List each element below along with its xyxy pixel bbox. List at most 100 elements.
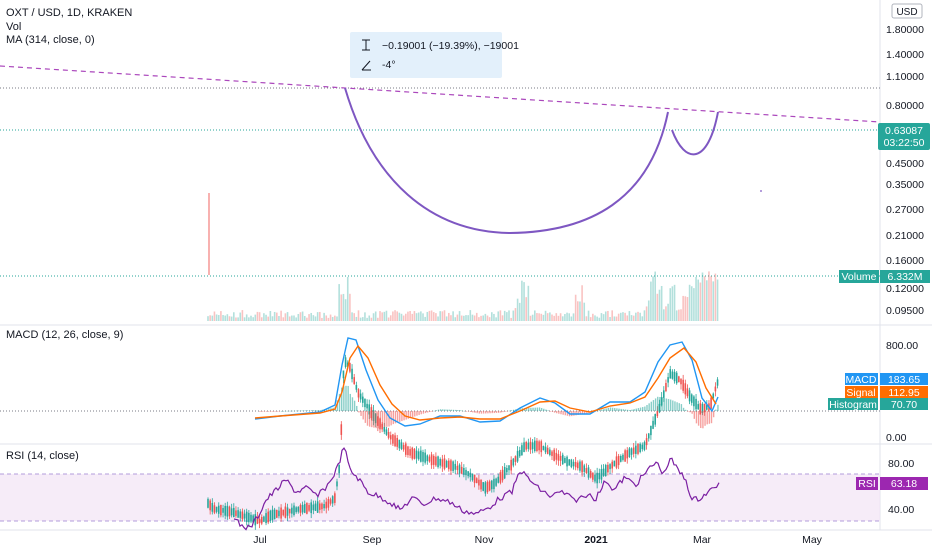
volume-bar: [624, 312, 626, 321]
histogram-bar: [407, 411, 410, 419]
rsi-legend[interactable]: RSI (14, close): [6, 450, 79, 462]
macd-legend[interactable]: MACD (12, 26, close, 9): [6, 329, 123, 341]
candle: [306, 502, 308, 515]
vol-legend[interactable]: Vol: [6, 21, 21, 33]
volume-bar: [716, 279, 719, 321]
histogram-bar: [702, 411, 704, 429]
candle: [269, 509, 272, 523]
histogram-bar: [274, 411, 276, 412]
histogram-bar: [431, 411, 433, 412]
histogram-bar: [616, 408, 618, 411]
trend-line[interactable]: [0, 65, 881, 123]
candle: [516, 446, 519, 463]
candle: [665, 379, 667, 393]
histogram-bar: [345, 385, 347, 411]
histogram-bar: [444, 409, 446, 411]
price-tick: 0.21000: [886, 230, 924, 242]
histogram-bar: [310, 410, 313, 411]
rsi-value-tag: RSI 63.18: [856, 477, 928, 490]
volume-bar: [424, 316, 426, 321]
histogram-bar: [618, 408, 620, 411]
candle: [521, 442, 523, 456]
volume-bar: [215, 314, 218, 321]
candle: [230, 503, 233, 518]
candle: [650, 425, 652, 440]
candle: [647, 432, 650, 442]
volume-bar: [637, 311, 639, 321]
volume-bar: [235, 317, 237, 321]
candle: [344, 354, 347, 369]
histogram-bar: [476, 411, 478, 414]
macd-line: [254, 337, 719, 427]
rsi-tag-label: RSI: [858, 478, 876, 490]
volume-bar: [549, 312, 551, 321]
volume-bar: [428, 310, 431, 321]
histogram-bar: [564, 411, 566, 416]
currency-badge[interactable]: USD: [891, 3, 923, 19]
volume-bar: [316, 312, 319, 321]
histogram-bar: [328, 408, 330, 411]
volume-bar: [620, 312, 622, 321]
volume-bar: [400, 313, 403, 321]
histogram-bar: [422, 411, 425, 414]
histogram-bar: [715, 409, 717, 411]
volume-bar: [306, 317, 308, 321]
histogram-bar: [315, 410, 317, 411]
volume-bar: [641, 316, 644, 321]
histogram-bar: [463, 410, 465, 412]
candle: [450, 458, 452, 475]
volume-bar: [503, 310, 506, 321]
volume-bar: [207, 316, 209, 321]
histogram-bar: [358, 411, 360, 413]
volume-bar: [486, 315, 489, 321]
time-tick-mar: Mar: [693, 534, 712, 546]
candle: [551, 449, 553, 460]
symbol-title[interactable]: OXT / USD, 1D, KRAKEN: [6, 7, 132, 19]
candle: [312, 500, 315, 515]
volume-bar: [233, 312, 235, 321]
volume-bar: [241, 310, 244, 321]
histogram-bar: [338, 393, 341, 411]
volume-bar: [260, 317, 263, 321]
candle: [426, 454, 429, 465]
volume-bar: [392, 311, 394, 321]
candle: [555, 448, 558, 465]
candle: [596, 467, 598, 489]
histogram-bar: [259, 411, 261, 412]
volume-bar: [329, 314, 332, 321]
candle: [276, 509, 278, 519]
measure-tooltip[interactable]: −0.19001 (−19.39%), −19001 -4°: [350, 32, 519, 78]
candle: [617, 453, 620, 470]
histogram-bar: [540, 407, 543, 411]
candle: [428, 454, 431, 463]
volume-bar: [534, 310, 536, 321]
volume-bar: [310, 312, 312, 321]
volume-bar: [589, 317, 592, 321]
volume-bar: [256, 311, 259, 321]
histogram-bar: [394, 411, 397, 424]
candle: [260, 514, 263, 526]
candle: [512, 457, 515, 468]
histogram-bar: [373, 411, 375, 428]
candle: [445, 459, 448, 468]
histogram-bar: [508, 410, 511, 412]
ma-legend[interactable]: MA (314, close, 0): [6, 34, 95, 46]
cup-curve[interactable]: [344, 87, 669, 235]
stray-point: [760, 190, 762, 192]
histogram-bar: [642, 407, 644, 411]
volume-bar: [286, 312, 289, 321]
histogram-bar: [295, 410, 298, 412]
histogram-bar: [414, 411, 416, 417]
candle: [581, 460, 583, 477]
price-axis[interactable]: 1.800001.400001.100000.800000.600000.450…: [886, 24, 924, 317]
volume-bar: [615, 316, 618, 321]
handle-curve[interactable]: [671, 111, 719, 156]
candle: [417, 448, 420, 461]
volume-bar: [512, 310, 515, 321]
candle: [297, 506, 300, 514]
histogram-bar: [631, 409, 633, 411]
candle: [568, 459, 570, 466]
candle: [499, 469, 502, 485]
price-candles[interactable]: [207, 193, 719, 530]
